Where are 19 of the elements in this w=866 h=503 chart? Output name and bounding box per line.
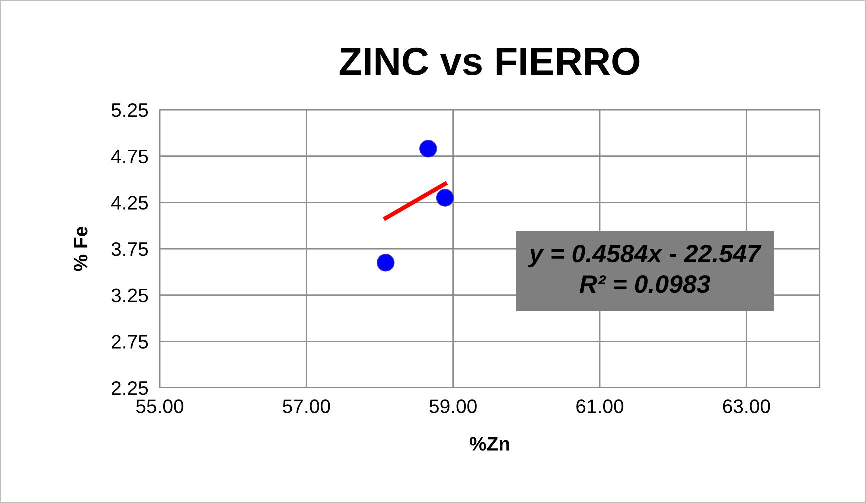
point <box>420 140 438 158</box>
x-tick-label: 63.00 <box>723 400 770 414</box>
x-tick-label: 57.00 <box>283 400 330 414</box>
y-tick-label: 2.25 <box>112 381 148 396</box>
point <box>436 189 454 207</box>
y-tick-label: 2.75 <box>112 335 148 349</box>
x-tick-label: 55.00 <box>136 400 184 414</box>
point <box>377 254 395 272</box>
y-axis-title: % Fe <box>74 226 88 272</box>
annotation: y = 0.4584x - 22.547 R² = 0.0983 <box>528 244 762 294</box>
chart-title: ZINC vs FIERRO <box>340 48 640 76</box>
y-tick-label: 3.25 <box>112 288 148 303</box>
y-tick-label: 5.25 <box>112 103 148 118</box>
y-tick-label: 3.75 <box>112 242 148 256</box>
y-tick-label: 4.25 <box>111 196 148 210</box>
y-tick-label: 4.75 <box>111 150 148 164</box>
x-axis-title: %Zn <box>470 437 510 451</box>
x-tick-label: 59.00 <box>430 400 477 414</box>
x-tick-label: 61.00 <box>576 400 624 414</box>
